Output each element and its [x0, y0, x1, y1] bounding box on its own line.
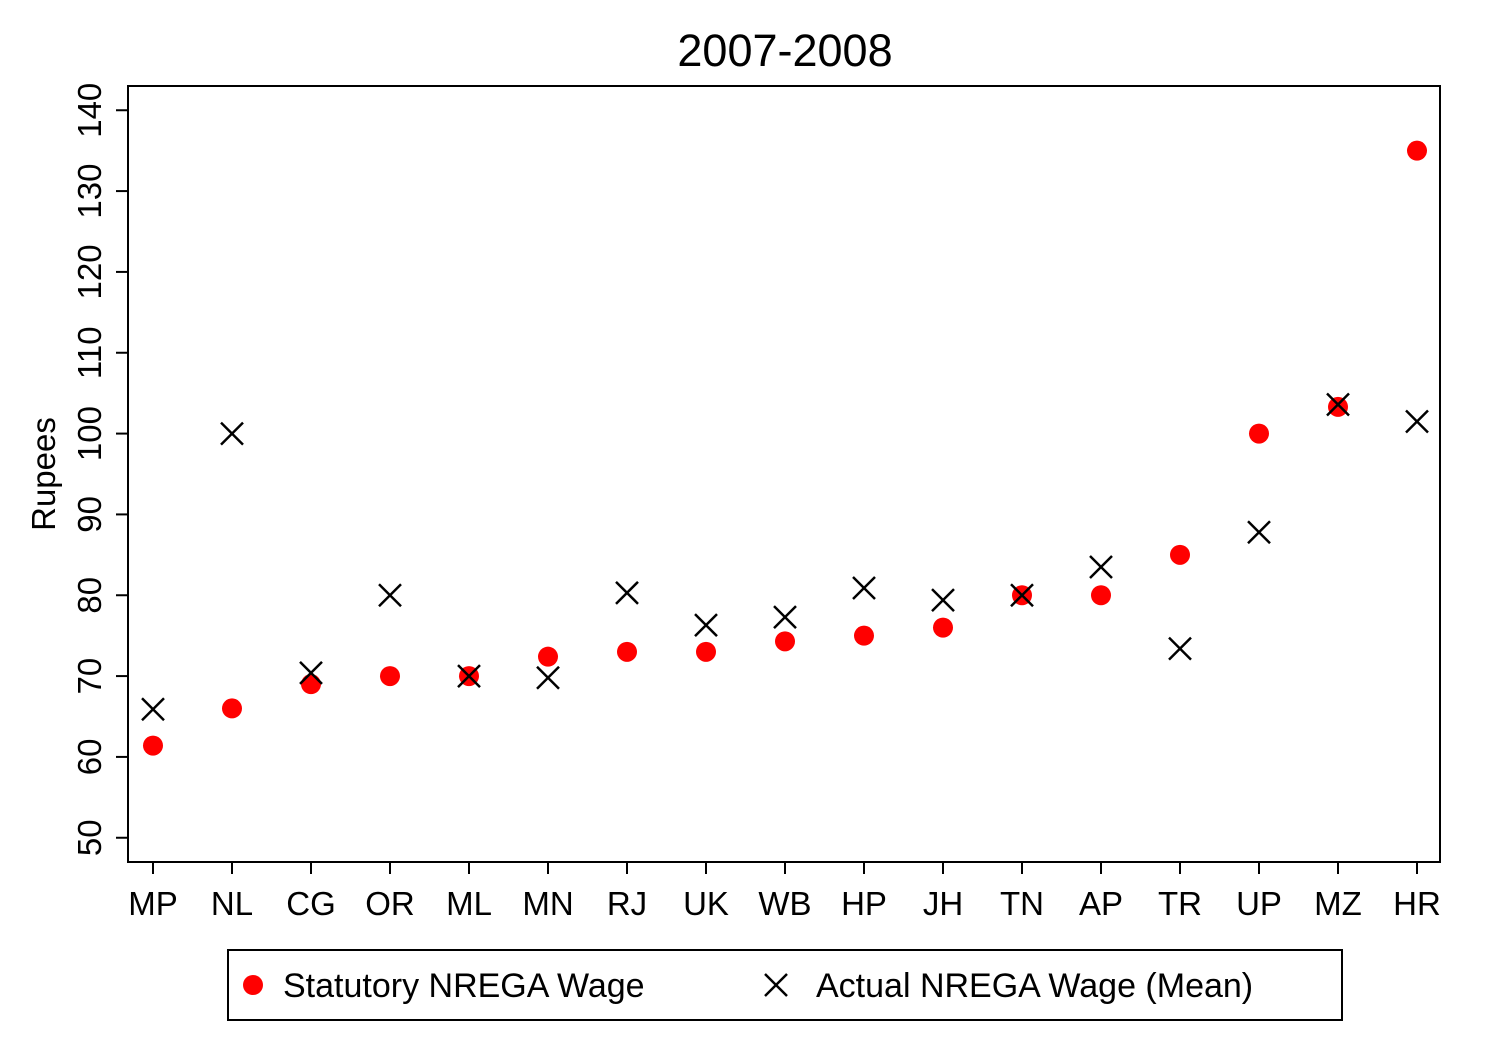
actual-wage-point — [141, 697, 165, 722]
y-tick-label: 50 — [71, 819, 108, 856]
actual-wage-point — [536, 665, 560, 690]
y-tick-label: 60 — [71, 739, 108, 776]
x-tick-label: AP — [1079, 885, 1123, 922]
statutory-wage-point — [775, 631, 795, 652]
statutory-wage-point — [1407, 140, 1427, 161]
statutory-wage-point — [380, 666, 400, 687]
y-tick-label: 130 — [71, 164, 108, 219]
actual-wage-point — [1010, 583, 1034, 608]
statutory-wage-point — [1328, 396, 1348, 417]
actual-wage-point — [457, 664, 481, 688]
y-tick-label: 140 — [71, 83, 108, 138]
legend-box — [227, 949, 1343, 1021]
x-tick-label: UP — [1236, 885, 1282, 922]
statutory-wage-point — [696, 641, 716, 662]
y-axis-label: Rupees — [25, 417, 62, 531]
statutory-wage-point — [538, 646, 558, 667]
actual-wage-point — [1326, 392, 1350, 417]
actual-wage-point — [1247, 520, 1271, 545]
y-axis: 50 60 70 80 90 100 110 120 130 140 — [71, 83, 128, 856]
actual-wage-point — [852, 576, 876, 600]
data-marks — [141, 140, 1429, 756]
legend-label-statutory: Statutory NREGA Wage — [283, 967, 645, 1005]
actual-wage-point — [1089, 555, 1113, 579]
y-tick-label: 90 — [71, 496, 108, 533]
statutory-wage-point — [222, 698, 242, 719]
legend-label-actual: Actual NREGA Wage (Mean) — [816, 967, 1253, 1005]
x-tick-label: HP — [841, 885, 887, 922]
statutory-wage-point — [933, 617, 953, 638]
legend: Statutory NREGA Wage Actual NREGA Wage (… — [227, 949, 1343, 1021]
x-tick-label: MP — [128, 885, 178, 922]
actual-wage-point — [931, 588, 955, 612]
actual-wage-point — [220, 421, 244, 446]
x-tick-label: MZ — [1314, 885, 1362, 922]
actual-wage-point — [615, 580, 639, 605]
legend-circle-marker — [243, 975, 263, 995]
legend-x-marker — [764, 973, 788, 997]
statutory-wage-point — [1091, 585, 1111, 606]
x-tick-label: WB — [758, 885, 811, 922]
actual-wage-point — [773, 605, 797, 629]
x-tick-label: MN — [522, 885, 573, 922]
y-tick-label: 110 — [71, 326, 108, 379]
statutory-wage-point — [143, 735, 163, 756]
series-2 — [141, 392, 1429, 722]
y-tick-label: 80 — [71, 577, 108, 614]
x-tick-label: UK — [683, 885, 729, 922]
x-axis: MP NL CG OR ML MN RJ UK WB HP JH TN AP TR UP MZ HR — [128, 862, 1441, 922]
x-tick-label: CG — [286, 885, 336, 922]
x-tick-label: JH — [923, 885, 963, 922]
statutory-wage-point — [301, 674, 321, 695]
y-tick-label: 120 — [71, 244, 108, 299]
x-tick-label: ML — [446, 885, 492, 922]
actual-wage-point — [1168, 636, 1192, 661]
x-tick-label: HR — [1393, 885, 1441, 922]
x-tick-label: TR — [1158, 885, 1202, 922]
actual-wage-point — [299, 660, 323, 685]
statutory-wage-point — [1249, 423, 1269, 444]
actual-wage-point — [694, 613, 718, 638]
statutory-wage-point — [854, 625, 874, 646]
x-tick-label: OR — [365, 885, 415, 922]
y-tick-label: 70 — [71, 658, 108, 695]
statutory-wage-point — [1170, 544, 1190, 565]
x-tick-label: RJ — [607, 885, 647, 922]
x-tick-label: TN — [1000, 885, 1044, 922]
chart-title: 2007-2008 — [677, 25, 892, 76]
x-tick-label: NL — [211, 885, 253, 922]
y-tick-label: 100 — [71, 406, 108, 461]
statutory-wage-point — [617, 641, 637, 662]
actual-wage-point — [1405, 409, 1429, 434]
actual-wage-point — [378, 583, 402, 608]
